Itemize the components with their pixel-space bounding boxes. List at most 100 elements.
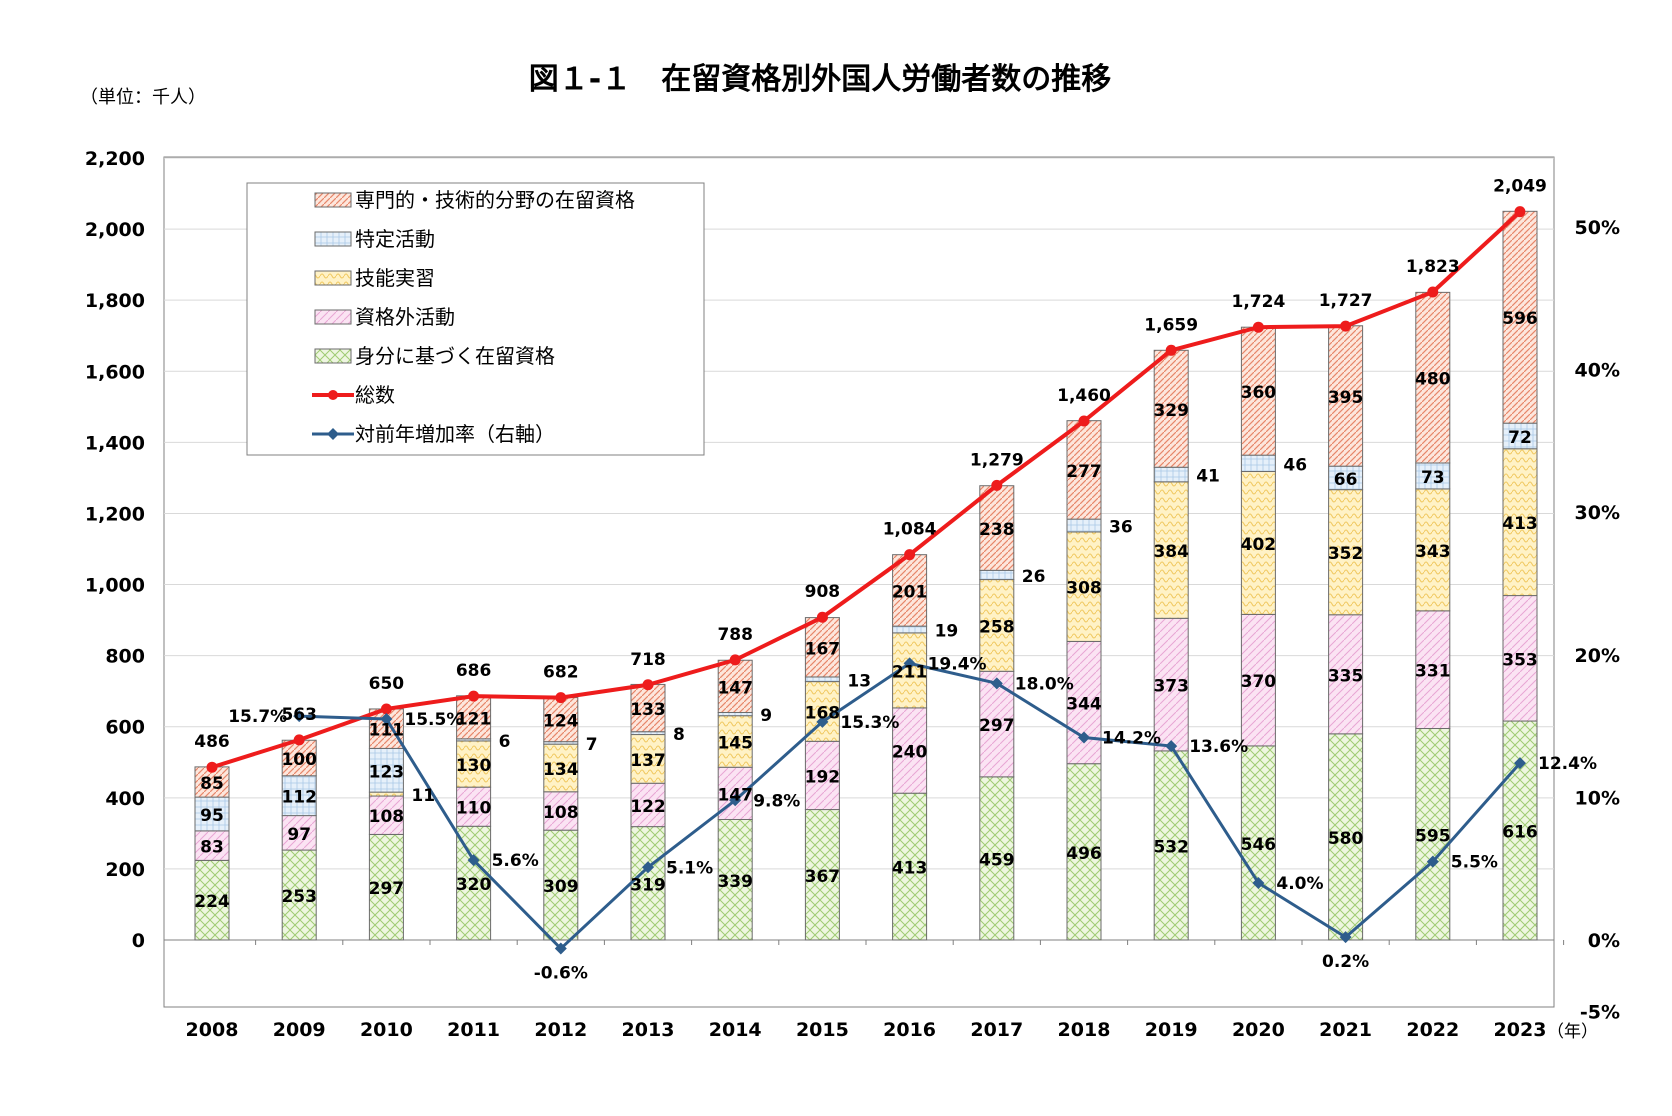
bar-segment — [543, 743, 579, 793]
y-right-tick-label: -5% — [1580, 1001, 1620, 1023]
total-point — [1252, 321, 1264, 333]
bar-value-label: 145 — [717, 733, 753, 753]
total-label: 1,460 — [1057, 386, 1111, 406]
total-label: 2,049 — [1493, 177, 1547, 197]
bar-value-label: 108 — [543, 803, 579, 823]
bar-value-label: 344 — [1066, 695, 1102, 715]
growth-label: 0.2% — [1322, 952, 1369, 972]
bar-value-label: 13 — [847, 671, 871, 691]
bar-value-label: 297 — [979, 716, 1015, 736]
total-point — [729, 654, 741, 666]
legend-swatch — [314, 348, 352, 364]
x-tick-label: 2022 — [1406, 1019, 1459, 1041]
bar-value-label: 111 — [369, 721, 405, 741]
total-label: 1,659 — [1144, 315, 1198, 335]
y-left-tick-label: 2,200 — [85, 148, 145, 170]
y-left-tick-label: 1,800 — [85, 290, 145, 312]
bar-segment — [892, 707, 928, 794]
bar-segment — [543, 829, 579, 941]
bar-value-label: 72 — [1508, 428, 1532, 448]
bar-value-label: 367 — [805, 867, 841, 887]
total-line — [211, 210, 1522, 770]
legend-label: 対前年増加率（右軸） — [355, 422, 555, 446]
total-label: 908 — [805, 582, 841, 602]
legend-marker — [328, 390, 338, 400]
bar-value-label: 480 — [1415, 370, 1451, 390]
bar-value-label: 95 — [200, 806, 224, 826]
unit-label: （単位：千人） — [80, 87, 206, 108]
bar-value-label: 19 — [935, 622, 959, 642]
bar-segment — [892, 792, 928, 941]
axes: 0 200 400 600 800 1,000 1,200 1,400 1,600 1,800 2,… — [85, 148, 1620, 1041]
bar-value-label: 496 — [1066, 844, 1102, 864]
total-label: 686 — [456, 661, 492, 681]
bar-segment — [717, 819, 753, 941]
bar-segment — [892, 554, 928, 627]
total-label: 650 — [369, 674, 405, 694]
total-label: 1,823 — [1406, 257, 1460, 277]
bar-value-label: 546 — [1241, 835, 1277, 855]
bar-value-label: 277 — [1066, 462, 1102, 482]
bar-value-label: 201 — [892, 582, 928, 602]
bar-value-label: 319 — [630, 875, 666, 895]
bar-value-label: 343 — [1415, 542, 1451, 562]
bar-value-label: 124 — [543, 712, 579, 732]
total-label: 1,084 — [883, 520, 937, 540]
growth-label: 5.6% — [492, 851, 539, 871]
total-point — [904, 549, 916, 561]
bar-value-label: 147 — [717, 785, 753, 805]
bar-value-label: 112 — [281, 788, 317, 808]
chart-title: 図１-１ 在留資格別外国人労働者数の推移 — [529, 62, 1111, 97]
growth-label: 14.2% — [1102, 729, 1161, 749]
y-left-tick-label: 800 — [105, 646, 145, 668]
bar-segment — [194, 859, 230, 941]
bar-segment — [630, 734, 666, 784]
plot-area — [163, 156, 1555, 1008]
bar-segment — [1066, 518, 1102, 533]
bar-value-label: 395 — [1328, 388, 1364, 408]
bar-value-label: 46 — [1283, 455, 1307, 475]
bar-value-label: 320 — [456, 875, 492, 895]
y-right-tick-label: 30% — [1575, 502, 1620, 524]
total-label: 1,727 — [1319, 291, 1373, 311]
bar-segment — [1502, 422, 1538, 450]
x-tick-label: 2017 — [970, 1019, 1023, 1041]
bar-segment — [1502, 210, 1538, 424]
growth-point — [990, 677, 1003, 690]
growth-point — [1514, 757, 1526, 770]
bar-value-label: 352 — [1328, 544, 1364, 564]
legend-swatch — [314, 309, 352, 325]
x-tick-label: 2016 — [883, 1019, 936, 1041]
x-tick-label: 2018 — [1058, 1019, 1111, 1041]
bar-segment — [1066, 763, 1102, 941]
legend-label: 専門的・技術的分野の在留資格 — [355, 188, 635, 212]
bar-value-label: 137 — [630, 751, 666, 771]
legend-swatch — [314, 270, 352, 286]
bar-value-label: 122 — [630, 797, 666, 817]
y-right-tick-label: 10% — [1575, 787, 1620, 809]
bar-value-label: 616 — [1502, 823, 1538, 843]
bar-value-label: 297 — [369, 879, 405, 899]
bar-value-label: 309 — [543, 877, 579, 897]
total-point — [642, 679, 654, 691]
bar-segment — [1240, 745, 1276, 941]
total-point — [816, 611, 828, 623]
total-point — [1078, 415, 1090, 427]
x-tick-label: 2023 — [1494, 1019, 1547, 1041]
legend-label: 特定活動 — [355, 227, 435, 251]
bar-value-label: 360 — [1241, 383, 1277, 403]
bar-segment — [1502, 448, 1538, 597]
bar-value-label: 329 — [1153, 401, 1189, 421]
total-label: 682 — [543, 663, 579, 683]
bar-value-label: 167 — [805, 639, 841, 659]
bar-value-label: 110 — [456, 799, 492, 819]
legend-label: 資格外活動 — [355, 305, 455, 329]
bar-segment — [1415, 728, 1451, 941]
bar-value-label: 253 — [281, 887, 317, 907]
total-point — [1340, 320, 1352, 332]
bar-segment — [1153, 481, 1189, 619]
bar-value-label: 168 — [805, 703, 841, 723]
total-label: 788 — [717, 625, 753, 645]
bar-segment — [1240, 454, 1276, 473]
total-point — [555, 692, 567, 704]
